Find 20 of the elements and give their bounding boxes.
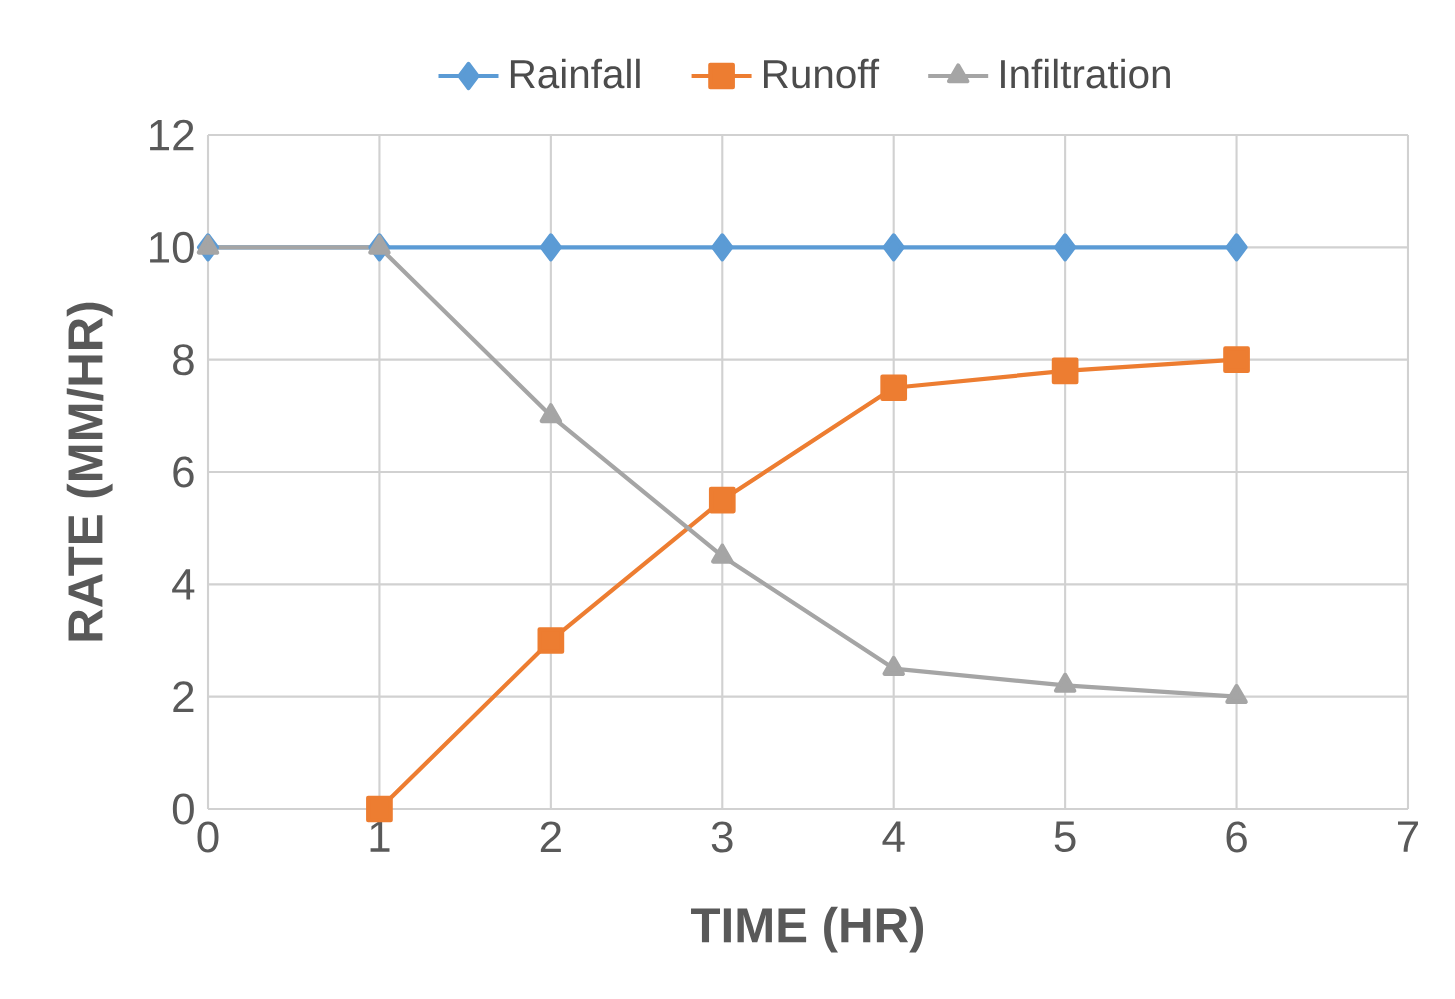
x-tick-label: 1	[370, 821, 390, 852]
y-tick-label: 2	[173, 681, 194, 712]
legend-label: Runoff	[764, 58, 880, 89]
x-tick-label: 7	[1398, 821, 1418, 852]
legend-label: Rainfall	[510, 58, 640, 89]
x-tick-label: 2	[540, 821, 561, 853]
y-tick-label: 0	[172, 793, 194, 825]
x-tick-label: 4	[882, 821, 905, 852]
x-tick-label: 5	[1054, 821, 1076, 853]
x-tick-label: 0	[197, 821, 219, 853]
y-tick-label: 12	[150, 119, 194, 151]
x-tick-label: 6	[1226, 821, 1247, 853]
y-axis-title: RATE (MM/HR)	[66, 302, 113, 641]
y-tick-label: 6	[173, 456, 194, 488]
x-tick-label: 3	[711, 821, 733, 853]
y-tick-label: 4	[172, 569, 195, 600]
legend-label: Infiltration	[1001, 58, 1170, 89]
y-tick-label: 10	[150, 231, 194, 263]
y-tick-label: 8	[173, 344, 194, 376]
x-axis-title: TIME (HR)	[691, 906, 924, 953]
